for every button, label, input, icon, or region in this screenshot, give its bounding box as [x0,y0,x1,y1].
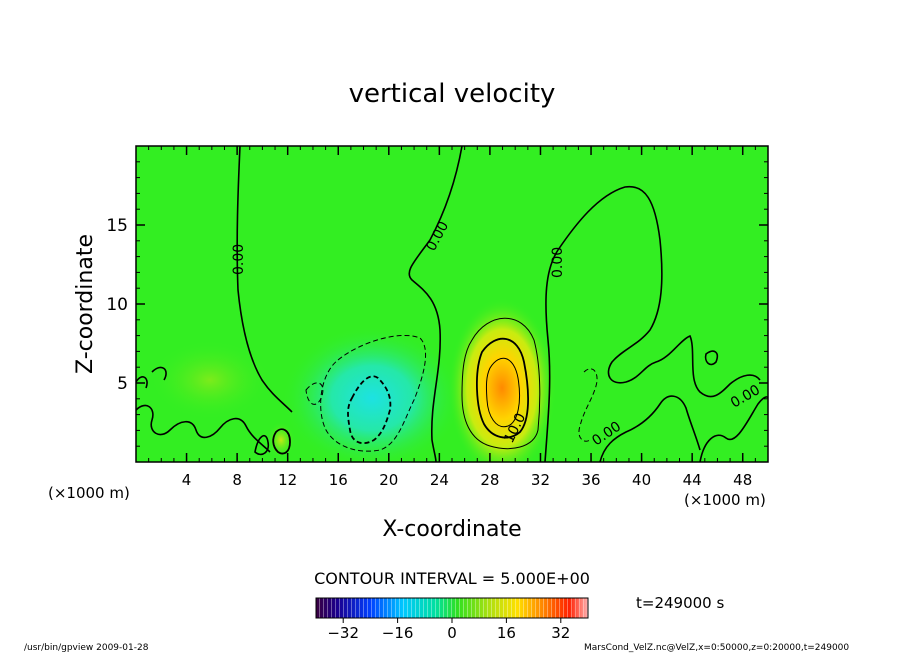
y-tick-label: 10 [106,295,128,315]
x-tick-label: 8 [232,471,242,489]
x-tick-label: 12 [278,471,297,489]
plot-area: 0.00 0.00 0.00 0.00 0.00 10.0 [136,146,768,462]
x-tick-label: 20 [379,471,398,489]
x-tick-label: 44 [683,471,702,489]
weak-updraft-left [150,340,270,420]
x-tick-label: 28 [480,471,499,489]
colorbar-tick-label: 16 [497,624,516,642]
positive-contour [461,317,541,450]
negative-contour [578,368,598,442]
x-tick-label: 4 [182,471,192,489]
contour-label: 0.00 [231,244,247,275]
zero-contour [544,185,761,462]
footer-left: /usr/bin/gpview 2009-01-28 [24,643,149,653]
contour-interval-label: CONTOUR INTERVAL = 5.000E+00 [314,569,590,588]
contour-label: 0.00 [550,247,566,278]
zero-contour [704,350,719,366]
chart-title: vertical velocity [349,79,556,109]
y-tick-label: 15 [106,216,128,236]
y-axis-label: Z-coordinate [73,234,98,374]
negative-contour [305,382,324,405]
negative-contour [347,375,392,445]
x-tick-label: 36 [581,471,600,489]
colorbar: −32 −16 0 16 32 [315,597,589,642]
zero-contour [599,395,701,462]
zero-contour [136,404,271,453]
colorbar-stripes [316,598,588,618]
x-tick-label: 16 [329,471,348,489]
colorbar-tick-label: −32 [327,624,359,642]
contours [136,146,768,462]
x-tick-label: 32 [531,471,550,489]
colorbar-tick-label: 0 [447,624,457,642]
negative-contour [320,334,427,452]
time-label: t=249000 s [636,594,724,612]
zero-contour [699,396,768,462]
positive-contour [485,357,521,428]
x-axis: 4 8 12 16 20 24 28 32 36 40 44 48 [148,146,756,489]
footer-right: MarsCond_VelZ.nc@VelZ,x=0:50000,z=0:2000… [584,643,849,653]
x-tick-label: 48 [733,471,752,489]
y-axis: 5 10 15 [106,161,768,447]
zero-contour [136,376,148,389]
zero-contour [408,146,463,462]
positive-contour [272,428,291,455]
updraft-region [448,298,556,462]
x-tick-label: 24 [430,471,449,489]
x-tick-label: 40 [632,471,651,489]
colorbar-ticks: −32 −16 0 16 32 [327,618,570,642]
x-unit-label-left: (×1000 m) [48,484,130,502]
y-tick-label: 5 [117,374,128,394]
x-axis-label: X-coordinate [382,517,521,542]
colorbar-tick-label: 32 [551,624,570,642]
x-unit-label-right: (×1000 m) [684,491,766,509]
positive-contour [476,337,529,439]
zero-contour [151,366,167,381]
zero-contour [254,434,270,456]
zero-contour [236,146,293,413]
colorbar-tick-label: −16 [382,624,414,642]
downdraft-region [282,326,462,462]
